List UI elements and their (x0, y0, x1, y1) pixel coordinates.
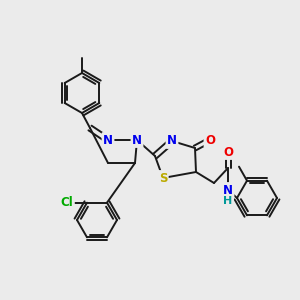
Text: N: N (103, 134, 113, 146)
Text: O: O (223, 146, 233, 158)
Text: N: N (223, 184, 233, 196)
Text: Cl: Cl (61, 196, 74, 209)
Text: N: N (167, 134, 177, 148)
Text: O: O (205, 134, 215, 146)
Text: N: N (132, 134, 142, 146)
Text: S: S (159, 172, 167, 184)
Text: H: H (224, 196, 232, 206)
